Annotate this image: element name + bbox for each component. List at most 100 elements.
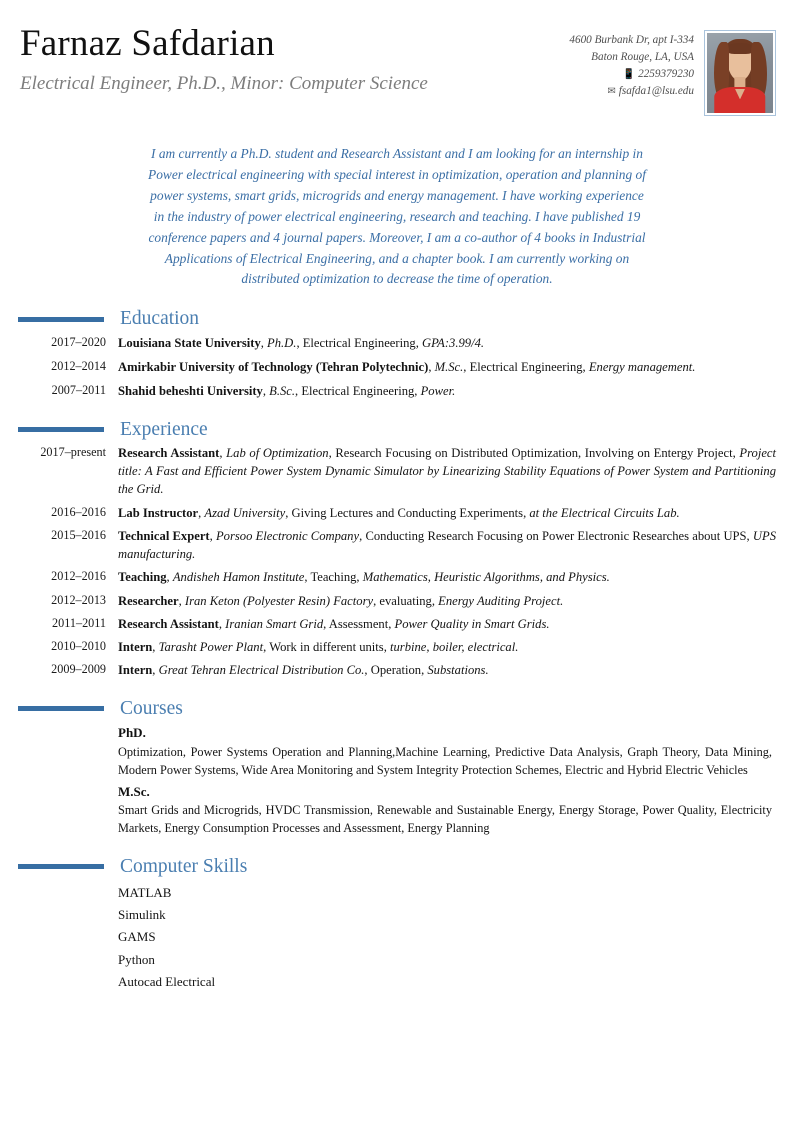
- education-extra: Power.: [420, 384, 456, 399]
- course-degree-label: M.Sc.: [118, 783, 150, 799]
- contact-details: 4600 Burbank Dr, apt I-334 Baton Rouge, …: [569, 30, 694, 100]
- experience-org: Lab of Optimization: [226, 445, 329, 460]
- experience-row: 2017–present Research Assistant, Lab of …: [18, 444, 776, 499]
- course-group: M.Sc. Smart Grids and Microgrids, HVDC T…: [118, 782, 776, 838]
- skill-item: GAMS: [118, 929, 156, 945]
- experience-extra: Power Quality in Smart Grids.: [394, 616, 550, 631]
- experience-row: 2009–2009 Intern, Great Tehran Electrica…: [18, 661, 776, 679]
- experience-detail: Researcher, Iran Keton (Polyester Resin)…: [118, 593, 564, 608]
- experience-org: Porsoo Electronic Company: [215, 528, 360, 543]
- section-title-computer-skills: Computer Skills: [120, 856, 248, 878]
- experience-org: Tarasht Power Plant: [158, 640, 264, 655]
- course-degree-name: PhD: [118, 725, 143, 741]
- experience-row: 2012–2013 Researcher, Iran Keton (Polyes…: [18, 592, 776, 610]
- experience-desc: Giving Lectures and Conducting Experimen…: [291, 505, 524, 520]
- course-degree-name: M.Sc: [118, 783, 147, 799]
- experience-row: 2012–2016 Teaching, Andisheh Hamon Insti…: [18, 568, 776, 586]
- education-date: 2012–2014: [51, 359, 106, 374]
- education-org: Amirkabir University of Technology (Tehr…: [118, 360, 429, 375]
- section-rule: [18, 864, 104, 870]
- experience-date: 2016–2016: [51, 504, 106, 519]
- education-field: Electrical Engineering: [469, 360, 583, 375]
- header-subtitle: Electrical Engineer, Ph.D., Minor: Compu…: [20, 72, 428, 94]
- header-identity: Farnaz Safdarian Electrical Engineer, Ph…: [18, 22, 569, 95]
- experience-detail: Research Assistant, Lab of Optimization,…: [118, 445, 777, 497]
- education-degree: Ph.D.: [267, 335, 297, 350]
- page-title: Farnaz Safdarian: [20, 23, 275, 64]
- experience-desc: Assessment: [328, 616, 389, 631]
- section-courses: Courses PhD. Optimization, Power Systems…: [0, 698, 794, 838]
- section-title-experience: Experience: [120, 418, 208, 440]
- experience-extra: at the Electrical Circuits Lab.: [529, 505, 680, 520]
- experience-desc: evaluating: [379, 593, 432, 608]
- contact-phone-row: 📱 2259379230: [569, 66, 694, 83]
- section-header-computer-skills: Computer Skills: [18, 856, 776, 877]
- experience-role: Research Assistant: [118, 445, 220, 460]
- contact-email-row[interactable]: ✉ fsafda1@lsu.edu: [569, 83, 694, 100]
- skills-list: MATLAB Simulink GAMS Python Autocad Elec…: [118, 882, 776, 994]
- course-degree-label: PhD.: [118, 725, 146, 741]
- contact-phone: 2259379230: [638, 68, 694, 81]
- contact-address-line-1: 4600 Burbank Dr, apt I-334: [569, 34, 694, 46]
- education-date: 2017–2020: [51, 334, 106, 349]
- experience-extra: Substations.: [427, 663, 489, 678]
- education-extra: GPA:3.99/4.: [421, 335, 485, 350]
- experience-role: Researcher: [118, 593, 179, 608]
- section-rule: [18, 316, 104, 322]
- experience-extra: Mathematics, Heuristic Algorithms, and P…: [362, 570, 610, 585]
- experience-date: 2015–2016: [51, 527, 106, 542]
- education-degree: B.Sc.: [269, 384, 296, 399]
- experience-detail: Intern, Great Tehran Electrical Distribu…: [118, 663, 489, 678]
- experience-extra: Project title: A Fast and Efficient Powe…: [118, 445, 777, 497]
- experience-date: 2017–present: [40, 444, 106, 459]
- experience-desc: Research Focusing on Distributed Optimiz…: [335, 445, 733, 460]
- experience-extra: turbine, boiler, electrical.: [390, 640, 519, 655]
- contact-email[interactable]: fsafda1@lsu.edu: [618, 85, 694, 98]
- experience-detail: Research Assistant, Iranian Smart Grid, …: [118, 616, 550, 631]
- contact-address-line-2: Baton Rouge, LA, USA: [591, 51, 694, 64]
- experience-org: Iran Keton (Polyester Resin) Factory: [184, 593, 374, 608]
- experience-role: Intern: [118, 640, 153, 655]
- section-computer-skills: Computer Skills MATLAB Simulink GAMS Pyt…: [0, 856, 794, 993]
- mobile-phone-icon: 📱: [622, 69, 636, 81]
- section-header-courses: Courses: [18, 698, 776, 719]
- experience-detail: Teaching, Andisheh Hamon Institute, Teac…: [118, 570, 610, 585]
- avatar-neck: [734, 77, 746, 87]
- experience-row: 2011–2011 Research Assistant, Iranian Sm…: [18, 615, 776, 633]
- avatar-hair-left: [714, 41, 730, 100]
- education-org: Louisiana State University: [118, 335, 261, 350]
- experience-role: Research Assistant: [118, 616, 219, 631]
- experience-role: Teaching: [118, 570, 167, 585]
- education-row: 2012–2014 Amirkabir University of Techno…: [18, 358, 776, 376]
- avatar-image: [707, 33, 773, 113]
- experience-extra: UPS manufacturing.: [118, 528, 777, 562]
- summary-paragraph: I am currently a Ph.D. student and Resea…: [148, 146, 646, 287]
- course-list: Optimization, Power Systems Operation an…: [118, 744, 772, 777]
- experience-detail: Technical Expert, Porsoo Electronic Comp…: [118, 528, 777, 562]
- experience-org: Andisheh Hamon Institute: [172, 570, 305, 585]
- education-row: 2017–2020 Louisiana State University, Ph…: [18, 334, 776, 352]
- experience-date: 2009–2009: [51, 662, 106, 677]
- skill-item: Python: [118, 951, 155, 967]
- experience-date: 2012–2013: [51, 592, 106, 607]
- experience-detail: Intern, Tarasht Power Plant, Work in dif…: [118, 640, 519, 655]
- experience-desc: Operation: [370, 663, 422, 678]
- section-header-experience: Experience: [18, 419, 776, 440]
- avatar-neckline: [735, 89, 745, 100]
- education-detail: Amirkabir University of Technology (Tehr…: [118, 360, 696, 375]
- section-title-courses: Courses: [120, 697, 183, 719]
- section-rule: [18, 705, 104, 711]
- experience-row: 2016–2016 Lab Instructor, Azad Universit…: [18, 504, 776, 522]
- education-degree: M.Sc.: [434, 360, 464, 375]
- experience-org: Iranian Smart Grid: [225, 616, 324, 631]
- header-contact-block: 4600 Burbank Dr, apt I-334 Baton Rouge, …: [569, 22, 776, 116]
- education-detail: Louisiana State University, Ph.D., Elect…: [118, 335, 485, 350]
- course-group: PhD. Optimization, Power Systems Operati…: [118, 723, 776, 779]
- education-org: Shahid beheshti University: [118, 384, 263, 399]
- section-experience: Experience 2017–present Research Assista…: [0, 419, 794, 680]
- section-title-education: Education: [120, 308, 200, 330]
- experience-role: Intern: [118, 663, 153, 678]
- avatar-fringe: [726, 42, 754, 54]
- education-row: 2007–2011 Shahid beheshti University, B.…: [18, 382, 776, 400]
- experience-date: 2010–2010: [51, 639, 106, 654]
